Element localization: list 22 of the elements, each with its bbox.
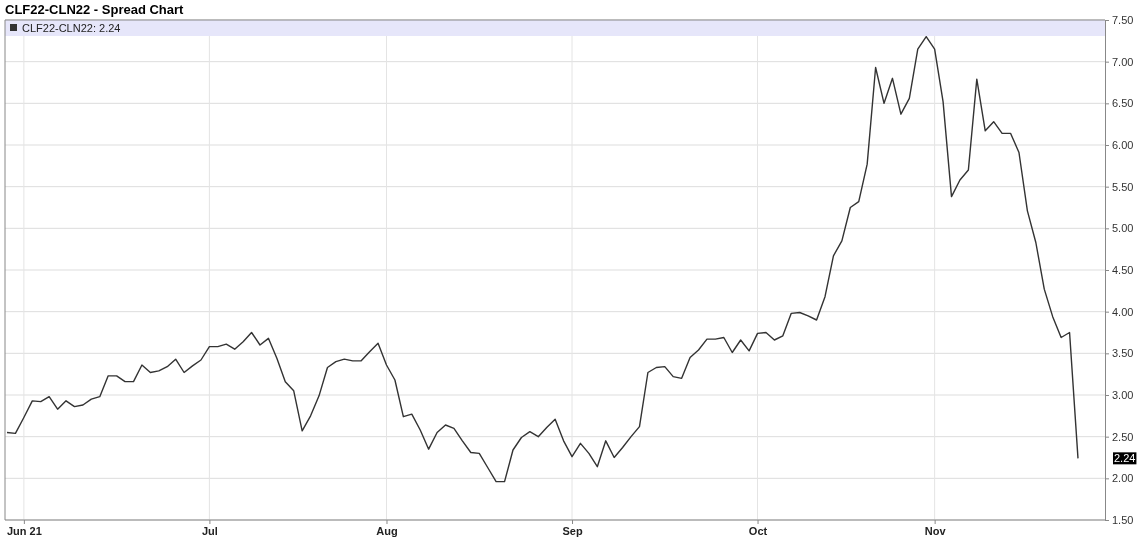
x-tick-label: Sep [562, 524, 583, 537]
x-tick-label: Oct [748, 524, 768, 537]
y-tick-label: 3.50 [1112, 347, 1134, 360]
y-tick-label: 7.50 [1112, 14, 1134, 27]
x-tick-label: Nov [924, 524, 947, 537]
y-tick-label: 4.50 [1112, 264, 1134, 277]
legend-label: CLF22-CLN22: 2.24 [22, 22, 121, 34]
x-tick-label: Jun 21 [6, 524, 42, 537]
y-tick-label: 6.50 [1112, 97, 1134, 110]
y-tick-label: 1.50 [1112, 514, 1134, 527]
y-tick-label: 2.50 [1112, 430, 1134, 443]
line-series [6, 35, 1079, 483]
x-tick-label: Jul [201, 524, 218, 537]
x-tick-label: Aug [376, 524, 398, 537]
chart-title: CLF22-CLN22 - Spread Chart [5, 2, 185, 17]
y-tick-label: 5.00 [1112, 222, 1134, 235]
y-tick-label: 3.00 [1112, 389, 1134, 402]
y-tick-label: 7.00 [1112, 55, 1134, 68]
y-tick-label: 4.00 [1112, 305, 1134, 318]
y-tick-label: 6.00 [1112, 139, 1134, 152]
y-tick-label: 5.50 [1112, 180, 1134, 193]
y-tick-label: 2.00 [1112, 472, 1134, 485]
